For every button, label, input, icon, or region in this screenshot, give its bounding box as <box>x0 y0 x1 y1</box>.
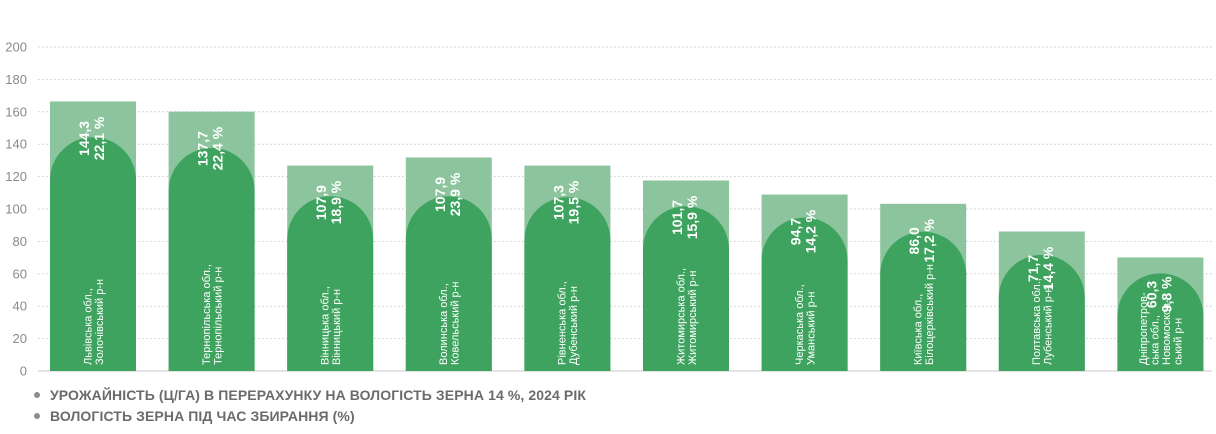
bar-yield <box>643 206 729 371</box>
bar-yield-value: 107,9 <box>432 177 448 212</box>
bar-moisture-value: 14,2 % <box>803 209 819 253</box>
category-label-line: ська обл., <box>1150 315 1162 365</box>
bar-moisture-value: 19,5 % <box>565 180 581 224</box>
bar-yield <box>524 197 611 371</box>
y-tick-label: 180 <box>5 72 27 87</box>
legend-item-yield: УРОЖАЙНІСТЬ (Ц/ГА) В ПЕРЕРАХУНКУ НА ВОЛО… <box>34 384 586 405</box>
bar-yield <box>998 254 1085 371</box>
bar-value-labels: 137,7 22,4 % <box>195 126 226 170</box>
bar-yield <box>1117 273 1204 371</box>
y-tick-label: 0 <box>20 364 27 379</box>
bar-value-labels: 94,7 14,2 % <box>788 209 819 253</box>
category-label-line: Київська обл., <box>912 294 924 365</box>
y-tick-label: 200 <box>5 40 27 55</box>
bar-yield-value: 86,0 <box>906 227 922 254</box>
category-label-line: Тернопільський р-н <box>212 267 224 365</box>
category-label-line: ський р-н <box>1173 318 1185 365</box>
category-label-line: Вінницька обл., <box>319 286 331 365</box>
category-label-line: Житомирський р-н <box>687 271 699 365</box>
bar-value-labels: 107,9 18,9 % <box>313 180 344 224</box>
bar-moisture-value: 18,9 % <box>328 180 344 224</box>
bar-chart: 0 20 40 60 80 100 120 140 160 180 200 144,3 22,1 % Ль… <box>5 40 1212 379</box>
bar-yield-value: 144,3 <box>76 121 92 156</box>
category-label-line: Полтавська обл., <box>1031 278 1043 365</box>
category-label: Житомирська обл., Житомирський р-н <box>675 268 699 365</box>
bar-yield <box>50 137 136 371</box>
bar-moisture-value: 14,4 % <box>1040 246 1056 290</box>
bar-moisture-value: 17,2 % <box>921 218 937 262</box>
category-label: Київська обл., Білоцерківський р-н <box>912 264 936 365</box>
y-tick-label: 160 <box>5 104 27 119</box>
bar-yield <box>880 231 967 371</box>
legend-label-yield: УРОЖАЙНІСТЬ (Ц/ГА) В ПЕРЕРАХУНКУ НА ВОЛО… <box>50 386 586 403</box>
chart-svg: 0 20 40 60 80 100 120 140 160 180 200 144,3 22,1 % Ль… <box>5 40 1212 379</box>
bar-moisture-value: 15,9 % <box>684 195 700 239</box>
bar-value-labels: 107,9 23,9 % <box>432 172 463 216</box>
y-tick-label: 80 <box>13 234 27 249</box>
category-label-line: Черкаська обл., <box>794 284 806 365</box>
legend-bullet <box>34 412 40 419</box>
y-tick-label: 140 <box>5 137 27 152</box>
category-label-line: Дніпропетров- <box>1138 292 1150 365</box>
bar-yield <box>405 196 492 371</box>
legend-bullet <box>34 391 40 398</box>
legend-item-moisture: ВОЛОГІСТЬ ЗЕРНА ПІД ЧАС ЗБИРАННЯ (%) <box>34 405 586 426</box>
category-label: Львівська обл., Золочівський р-н <box>82 279 106 365</box>
bar-moisture-value: 9,8 % <box>1158 276 1174 312</box>
bar-moisture-value: 22,1 % <box>91 116 107 160</box>
category-label-line: Вінницький р-н <box>331 289 343 365</box>
category-label-line: Ковельський р-н <box>450 282 462 365</box>
category-label-line: Рівненська обл., <box>557 281 569 365</box>
category-label: Рівненська обл., Дубенський р-н <box>557 281 581 365</box>
category-label-line: Дубенський р-н <box>568 286 580 365</box>
category-label-line: Лубенський р-н <box>1043 286 1055 365</box>
y-tick-label: 20 <box>13 331 27 346</box>
category-label: Полтавська обл., Лубенський р-н <box>1031 278 1055 365</box>
category-label-line: Житомирська обл., <box>675 268 687 365</box>
category-label: Волинська обл., Ковельський р-н <box>438 282 462 365</box>
bar-yield <box>168 147 255 371</box>
bar-yield-value: 71,7 <box>1025 255 1041 282</box>
bar-value-labels: 60,3 9,8 % <box>1143 276 1174 312</box>
category-label-line: Волинська обл., <box>438 283 450 365</box>
bar-moisture-value: 22,4 % <box>210 126 226 170</box>
legend-label-moisture: ВОЛОГІСТЬ ЗЕРНА ПІД ЧАС ЗБИРАННЯ (%) <box>50 407 355 424</box>
bar-yield-value: 101,7 <box>669 200 685 235</box>
category-label: Дніпропетров-ська обл., Новомосков-ський … <box>1138 292 1185 365</box>
bar-yield-value: 137,7 <box>195 131 211 166</box>
category-label: Тернопільська обл., Тернопільський р-н <box>201 264 225 365</box>
bar-value-labels: 86,0 17,2 % <box>906 218 937 262</box>
category-label-line: Білоцерківський р-н <box>924 264 936 365</box>
bar-moisture-value: 23,9 % <box>447 172 463 216</box>
bar-value-labels: 101,7 15,9 % <box>669 195 700 239</box>
y-tick-label: 40 <box>13 299 27 314</box>
category-label: Вінницька обл., Вінницький р-н <box>319 286 343 365</box>
category-label-line: Золочівський р-н <box>94 279 106 365</box>
bar-yield-value: 60,3 <box>1143 281 1159 308</box>
bar-yield-value: 107,3 <box>550 185 566 220</box>
category-label-line: Тернопільська обл., <box>201 264 213 365</box>
bar-yield-value: 107,9 <box>313 185 329 220</box>
bar-value-labels: 144,3 22,1 % <box>76 116 107 160</box>
bar-yield <box>287 196 374 371</box>
category-label-line: Львівська обл., <box>82 288 94 365</box>
bar-value-labels: 107,3 19,5 % <box>550 180 581 224</box>
bar-yield-value: 94,7 <box>788 218 804 245</box>
bar-yield <box>761 217 848 371</box>
y-tick-label: 60 <box>13 266 27 281</box>
y-tick-label: 120 <box>5 169 27 184</box>
category-label-line: Новомосков- <box>1161 299 1173 365</box>
category-label: Черкаська обл., Уманський р-н <box>794 284 818 365</box>
y-tick-label: 100 <box>5 202 27 217</box>
bar-value-labels: 71,7 14,4 % <box>1025 246 1056 290</box>
category-label-line: Уманський р-н <box>805 292 817 366</box>
legend: УРОЖАЙНІСТЬ (Ц/ГА) В ПЕРЕРАХУНКУ НА ВОЛО… <box>34 384 586 426</box>
